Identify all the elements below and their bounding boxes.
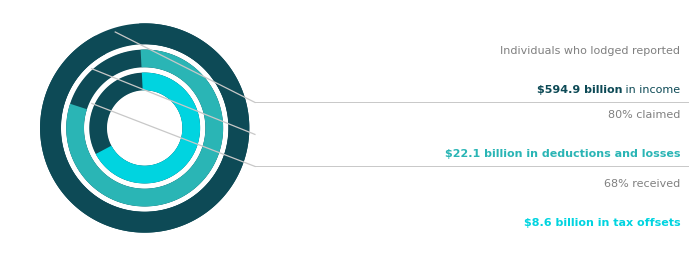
Text: $8.6 billion in tax offsets: $8.6 billion in tax offsets — [524, 218, 680, 228]
Text: 68% received: 68% received — [604, 179, 680, 189]
Text: $594.9 billion: $594.9 billion — [537, 84, 622, 95]
Polygon shape — [107, 91, 182, 165]
Polygon shape — [85, 68, 205, 188]
Text: in income: in income — [622, 84, 680, 95]
Polygon shape — [40, 23, 249, 233]
Text: 80% claimed: 80% claimed — [608, 110, 680, 120]
Polygon shape — [66, 49, 223, 207]
Text: Individuals who lodged reported: Individuals who lodged reported — [500, 46, 680, 56]
Polygon shape — [90, 72, 200, 184]
Polygon shape — [96, 72, 200, 184]
Polygon shape — [61, 45, 228, 211]
Polygon shape — [66, 49, 223, 207]
Polygon shape — [40, 23, 249, 233]
Text: $22.1 billion in deductions and losses: $22.1 billion in deductions and losses — [445, 148, 680, 159]
